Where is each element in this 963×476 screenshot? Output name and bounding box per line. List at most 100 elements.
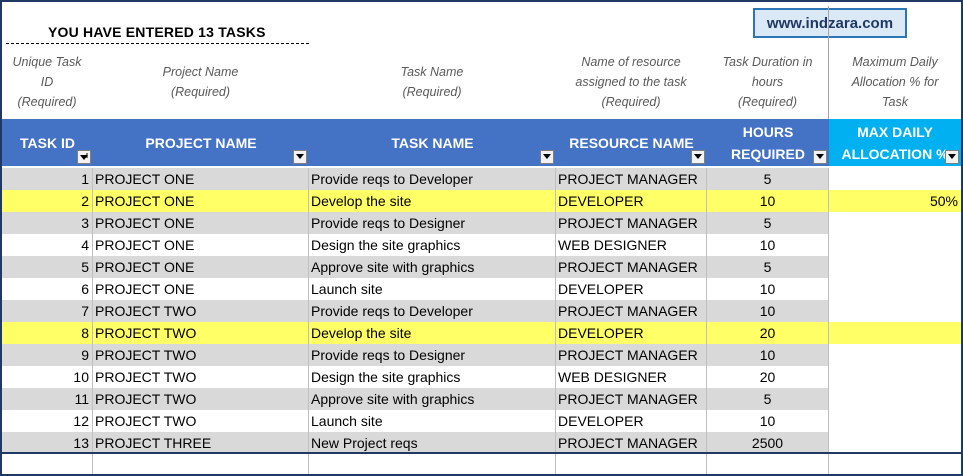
table-cell[interactable] — [93, 454, 309, 474]
hours-required-cell[interactable]: 10 — [707, 234, 829, 256]
task-name-cell[interactable]: Provide reqs to Developer — [309, 168, 556, 190]
column-header-hours-required[interactable]: HOURS REQUIRED — [707, 119, 829, 166]
sort-ascending-filter-icon[interactable] — [77, 150, 91, 164]
table-cell[interactable] — [707, 454, 829, 474]
project-name-cell[interactable]: PROJECT TWO — [93, 300, 309, 322]
task-name-cell[interactable]: Approve site with graphics — [309, 388, 556, 410]
project-name-cell[interactable]: PROJECT TWO — [93, 322, 309, 344]
task-id-cell[interactable]: 1 — [2, 168, 93, 190]
hours-required-cell[interactable]: 10 — [707, 278, 829, 300]
project-name-cell[interactable]: PROJECT TWO — [93, 388, 309, 410]
task-name-cell[interactable]: Design the site graphics — [309, 366, 556, 388]
resource-name-cell[interactable]: PROJECT MANAGER — [556, 212, 707, 234]
task-name-cell[interactable]: Launch site — [309, 410, 556, 432]
project-name-cell[interactable]: PROJECT TWO — [93, 344, 309, 366]
resource-name-cell[interactable]: PROJECT MANAGER — [556, 300, 707, 322]
website-link[interactable]: www.indzara.com — [753, 8, 907, 38]
task-id-cell[interactable]: 5 — [2, 256, 93, 278]
max-daily-allocation-cell[interactable] — [829, 234, 961, 256]
project-name-cell[interactable]: PROJECT TWO — [93, 366, 309, 388]
column-header-max-daily-allocation[interactable]: MAX DAILY ALLOCATION % — [829, 119, 961, 166]
max-daily-allocation-cell[interactable] — [829, 410, 961, 432]
column-header-label: TASK NAME — [391, 134, 474, 151]
filter-dropdown-icon[interactable] — [813, 150, 827, 164]
task-name-cell[interactable]: Provide reqs to Designer — [309, 344, 556, 366]
task-id-cell[interactable]: 13 — [2, 432, 93, 454]
filter-dropdown-icon[interactable] — [293, 150, 307, 164]
resource-name-cell[interactable]: PROJECT MANAGER — [556, 168, 707, 190]
resource-name-cell[interactable]: PROJECT MANAGER — [556, 256, 707, 278]
task-name-cell[interactable]: New Project reqs — [309, 432, 556, 454]
task-id-cell[interactable]: 6 — [2, 278, 93, 300]
resource-name-cell[interactable]: PROJECT MANAGER — [556, 432, 707, 454]
project-name-cell[interactable]: PROJECT ONE — [93, 278, 309, 300]
resource-name-cell[interactable]: DEVELOPER — [556, 190, 707, 212]
hours-required-cell[interactable]: 10 — [707, 344, 829, 366]
hours-required-cell[interactable]: 2500 — [707, 432, 829, 454]
task-id-cell[interactable]: 7 — [2, 300, 93, 322]
project-name-cell[interactable]: PROJECT THREE — [93, 432, 309, 454]
resource-name-cell[interactable]: DEVELOPER — [556, 322, 707, 344]
max-daily-allocation-cell[interactable] — [829, 212, 961, 234]
max-daily-allocation-cell[interactable] — [829, 278, 961, 300]
project-name-cell[interactable]: PROJECT ONE — [93, 212, 309, 234]
task-id-cell[interactable]: 2 — [2, 190, 93, 212]
project-name-cell[interactable]: PROJECT ONE — [93, 190, 309, 212]
max-daily-allocation-cell[interactable] — [829, 322, 961, 344]
task-id-cell[interactable]: 9 — [2, 344, 93, 366]
column-header-task-id[interactable]: TASK ID — [2, 119, 93, 166]
task-id-cell[interactable]: 3 — [2, 212, 93, 234]
project-name-cell[interactable]: PROJECT ONE — [93, 256, 309, 278]
max-daily-allocation-cell[interactable] — [829, 344, 961, 366]
hint-max-daily-allocation: Maximum Daily Allocation % for Task — [851, 55, 939, 109]
task-name-cell[interactable]: Approve site with graphics — [309, 256, 556, 278]
hours-required-cell[interactable]: 10 — [707, 410, 829, 432]
resource-name-cell[interactable]: DEVELOPER — [556, 410, 707, 432]
resource-name-cell[interactable]: WEB DESIGNER — [556, 366, 707, 388]
hours-required-cell[interactable]: 20 — [707, 322, 829, 344]
filter-dropdown-icon[interactable] — [945, 150, 959, 164]
resource-name-cell[interactable]: DEVELOPER — [556, 278, 707, 300]
task-name-cell[interactable]: Develop the site — [309, 322, 556, 344]
task-id-cell[interactable]: 12 — [2, 410, 93, 432]
filter-dropdown-icon[interactable] — [540, 150, 554, 164]
hours-required-cell[interactable]: 5 — [707, 256, 829, 278]
hours-required-cell[interactable]: 5 — [707, 388, 829, 410]
max-daily-allocation-cell[interactable] — [829, 168, 961, 190]
task-id-cell[interactable]: 10 — [2, 366, 93, 388]
table-cell[interactable] — [829, 454, 961, 474]
hours-required-cell[interactable]: 20 — [707, 366, 829, 388]
task-name-cell[interactable]: Develop the site — [309, 190, 556, 212]
hours-required-cell[interactable]: 10 — [707, 190, 829, 212]
table-row: 5 PROJECT ONE Approve site with graphics PR… — [2, 256, 961, 278]
task-id-cell[interactable]: 8 — [2, 322, 93, 344]
resource-name-cell[interactable]: PROJECT MANAGER — [556, 344, 707, 366]
resource-name-cell[interactable]: PROJECT MANAGER — [556, 388, 707, 410]
task-id-cell[interactable]: 11 — [2, 388, 93, 410]
table-cell[interactable] — [556, 454, 707, 474]
task-id-cell[interactable]: 4 — [2, 234, 93, 256]
task-name-cell[interactable]: Design the site graphics — [309, 234, 556, 256]
column-header-task-name[interactable]: TASK NAME — [309, 119, 556, 166]
resource-name-cell[interactable]: WEB DESIGNER — [556, 234, 707, 256]
project-name-cell[interactable]: PROJECT TWO — [93, 410, 309, 432]
task-name-cell[interactable]: Provide reqs to Developer — [309, 300, 556, 322]
filter-dropdown-icon[interactable] — [691, 150, 705, 164]
max-daily-allocation-cell[interactable] — [829, 256, 961, 278]
column-header-resource-name[interactable]: RESOURCE NAME — [556, 119, 707, 166]
hours-required-cell[interactable]: 5 — [707, 168, 829, 190]
hours-required-cell[interactable]: 5 — [707, 212, 829, 234]
max-daily-allocation-cell[interactable] — [829, 366, 961, 388]
max-daily-allocation-cell[interactable] — [829, 432, 961, 454]
task-name-cell[interactable]: Launch site — [309, 278, 556, 300]
column-header-project-name[interactable]: PROJECT NAME — [93, 119, 309, 166]
project-name-cell[interactable]: PROJECT ONE — [93, 168, 309, 190]
task-name-cell[interactable]: Provide reqs to Designer — [309, 212, 556, 234]
max-daily-allocation-cell[interactable] — [829, 300, 961, 322]
hours-required-cell[interactable]: 10 — [707, 300, 829, 322]
project-name-cell[interactable]: PROJECT ONE — [93, 234, 309, 256]
table-cell[interactable] — [2, 454, 93, 474]
max-daily-allocation-cell[interactable]: 50% — [829, 190, 961, 212]
max-daily-allocation-cell[interactable] — [829, 388, 961, 410]
table-cell[interactable] — [309, 454, 556, 474]
